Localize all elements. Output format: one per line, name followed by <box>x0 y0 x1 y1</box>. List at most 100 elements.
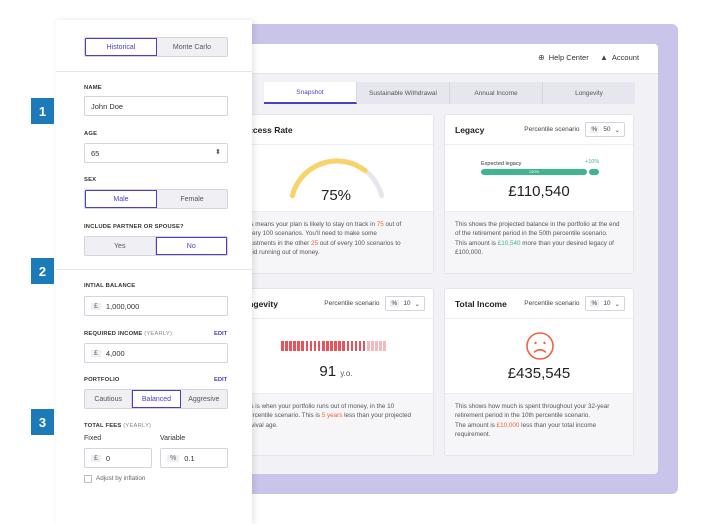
longevity-bars <box>281 341 386 351</box>
portfolio-toggle: Cautious Balanced Aggresive <box>84 389 228 409</box>
success-rate-value: 75% <box>320 187 352 204</box>
longevity-bar-segment <box>281 341 284 351</box>
account-label: Account <box>611 53 640 62</box>
sex-label: SEX <box>84 177 97 183</box>
divider <box>56 269 252 270</box>
longevity-bar-segment <box>326 341 329 351</box>
age-label: AGE <box>84 131 98 137</box>
step-badge-2: 2 <box>31 258 54 284</box>
required-income-label: REQUIRED INCOME (YEARLY) <box>84 331 173 337</box>
female-button[interactable]: Female <box>180 195 204 203</box>
longevity-bar-segment <box>334 341 337 351</box>
total-income-title: Total Income <box>455 299 507 309</box>
total-fees-label: TOTAL FEES (YEARLY) <box>84 423 152 429</box>
gauge-fill <box>289 158 368 199</box>
longevity-bar-segment <box>289 341 292 351</box>
cautious-button[interactable]: Cautious <box>85 390 133 408</box>
legacy-value: £110,540 <box>508 183 570 200</box>
longevity-bar-segment <box>321 341 325 351</box>
legacy-bar: 100% <box>481 169 587 175</box>
adjust-inflation-checkbox[interactable] <box>84 475 92 483</box>
historical-button[interactable]: Historical <box>85 38 157 56</box>
longevity-bar-segment <box>317 341 321 351</box>
name-input[interactable]: John Doe <box>84 96 228 116</box>
yes-button[interactable]: Yes <box>85 237 156 255</box>
success-gauge <box>289 158 385 199</box>
help-center-label: Help Center <box>548 53 589 62</box>
tab-annual-income[interactable]: Annual Income <box>450 82 543 104</box>
aggressive-button[interactable]: Aggresive <box>188 395 220 403</box>
fixed-fee-input[interactable]: £ 0 <box>84 448 152 468</box>
longevity-bar-segment <box>330 341 333 351</box>
divider <box>56 71 252 72</box>
longevity-bar-segment <box>366 341 370 351</box>
step-badge-1: 1 <box>31 98 54 124</box>
initial-balance-input[interactable]: £ 1,000,000 <box>84 296 228 316</box>
total-income-description: This shows how much is spent throughout … <box>445 393 633 455</box>
longevity-bar-segment <box>371 341 374 351</box>
legacy-card: Legacy Percentile scenario % 50 ⌄ Expect… <box>444 114 634 274</box>
longevity-percentile-select[interactable]: % 10 ⌄ <box>384 296 425 311</box>
longevity-bar-segment <box>354 341 358 351</box>
fixed-label: Fixed <box>84 435 102 442</box>
initial-balance-label: INTIAL BALANCE <box>84 283 136 289</box>
longevity-bar-segment <box>379 341 382 351</box>
longevity-bar-segment <box>297 341 300 351</box>
sad-face-icon <box>526 332 554 360</box>
longevity-bar-segment <box>293 341 296 351</box>
income-percentile-select[interactable]: % 10 ⌄ <box>584 296 625 311</box>
chevron-down-icon: ⌄ <box>614 300 620 308</box>
success-rate-description: is means your plan is likely to stay on … <box>239 211 433 273</box>
required-income-input[interactable]: £ 4,000 <box>84 343 228 363</box>
total-income-card: Total Income Percentile scenario % 10 ⌄ … <box>444 288 634 456</box>
adjust-inflation-label: Adjust by inflation <box>96 475 146 482</box>
longevity-bar-segment <box>346 341 350 351</box>
male-button[interactable]: Male <box>85 190 157 208</box>
success-rate-title: uccess Rate <box>243 125 293 135</box>
app-window: ⊕ Help Center ▲ Account Snapshot Sustain… <box>238 44 658 474</box>
longevity-bar-segment <box>362 341 366 351</box>
tab-snapshot[interactable]: Snapshot <box>264 82 357 104</box>
partner-label: INCLUDE PARTNER OR SPOUSE? <box>84 224 184 230</box>
help-center-link[interactable]: ⊕ Help Center <box>538 53 589 62</box>
tab-longevity[interactable]: Longevity <box>575 89 603 97</box>
no-button[interactable]: No <box>155 237 227 255</box>
mode-toggle: Historical Monte Carlo <box>84 37 228 57</box>
variable-fee-input[interactable]: % 0.1 <box>160 448 228 468</box>
app-header: ⊕ Help Center ▲ Account <box>238 44 658 74</box>
variable-label: Variable <box>160 435 186 442</box>
longevity-bar-segment <box>342 341 345 351</box>
chevron-down-icon: ⌄ <box>614 126 620 134</box>
results-tabs: Snapshot Sustainable Withdrawal Annual I… <box>264 82 635 104</box>
lifebuoy-icon: ⊕ <box>538 53 545 62</box>
success-rate-card: uccess Rate 75% is means your plan is li… <box>238 114 434 274</box>
balanced-button[interactable]: Balanced <box>132 390 181 408</box>
longevity-bar-segment <box>301 341 305 351</box>
longevity-bar-segment <box>350 341 354 351</box>
account-link[interactable]: ▲ Account <box>600 53 639 62</box>
longevity-percentile-label: Percentile scenario <box>324 300 380 307</box>
inputs-sidebar: Historical Monte Carlo NAME John Doe AGE… <box>56 20 252 524</box>
user-icon: ▲ <box>600 53 608 62</box>
longevity-unit: y.o. <box>340 369 353 378</box>
longevity-bar-segment <box>358 341 362 351</box>
portfolio-edit-link[interactable]: EDIT <box>214 377 228 383</box>
longevity-bar-segment <box>383 341 386 351</box>
longevity-bar-segment <box>375 341 378 351</box>
updown-chevron-icon: ⬍ <box>215 149 221 156</box>
step-badge-3: 3 <box>31 409 54 435</box>
longevity-bar-segment <box>305 341 309 351</box>
total-income-value: £435,545 <box>507 365 571 382</box>
legacy-plus-label: +10% <box>585 159 600 165</box>
legacy-percentile-select[interactable]: % 50 ⌄ <box>584 122 625 137</box>
partner-toggle: Yes No <box>84 236 228 256</box>
income-percentile-label: Percentile scenario <box>524 300 580 307</box>
required-income-edit-link[interactable]: EDIT <box>214 331 228 337</box>
portfolio-label: PORTFOLIO <box>84 377 120 383</box>
legacy-percentile-label: Percentile scenario <box>524 126 580 133</box>
monte-carlo-button[interactable]: Monte Carlo <box>172 43 212 51</box>
legacy-description: This shows the projected balance in the … <box>445 211 633 273</box>
longevity-bar-segment <box>313 341 317 351</box>
tab-sustainable-withdrawal[interactable]: Sustainable Withdrawal <box>357 82 450 104</box>
age-select[interactable]: 65 ⬍ <box>84 143 228 163</box>
